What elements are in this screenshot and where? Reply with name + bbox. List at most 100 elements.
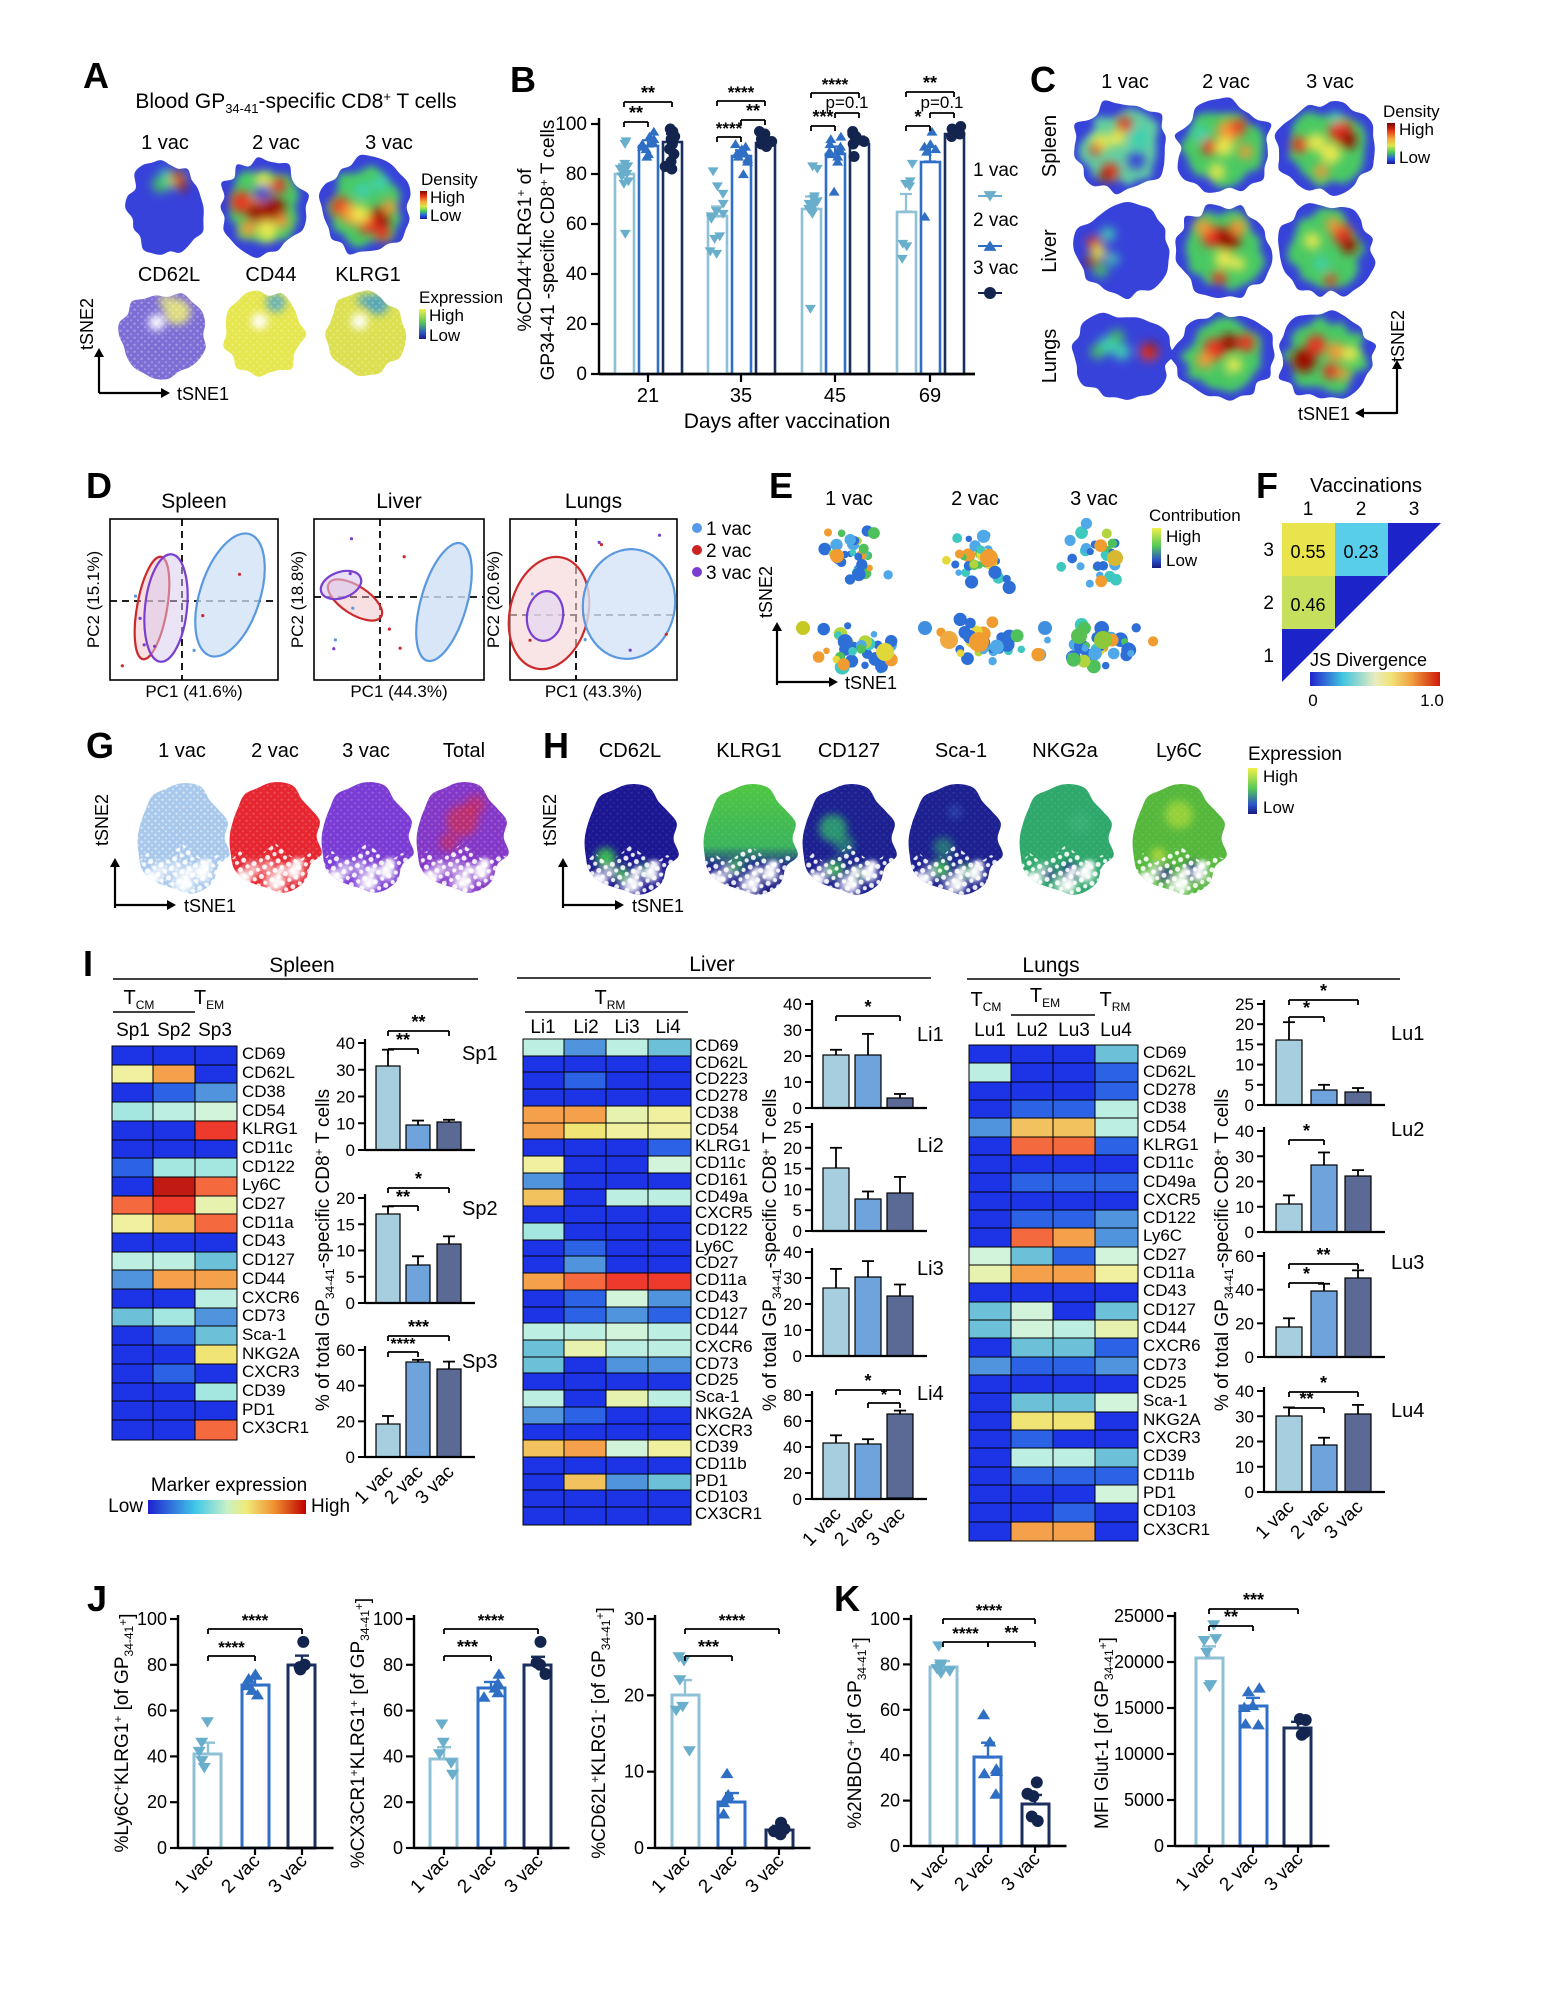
svg-text:Liver: Liver	[689, 953, 735, 976]
svg-text:0: 0	[157, 1838, 167, 1858]
svg-text:CX3CR1: CX3CR1	[1143, 1520, 1210, 1539]
svg-text:0: 0	[1245, 1096, 1254, 1115]
svg-text:CD122: CD122	[242, 1157, 295, 1176]
svg-text:High: High	[1263, 767, 1298, 786]
svg-text:Lu1: Lu1	[1391, 1023, 1424, 1045]
svg-text:CD43: CD43	[695, 1287, 738, 1306]
svg-text:CD127: CD127	[818, 740, 880, 762]
svg-text:1 vac: 1 vac	[706, 519, 751, 540]
svg-text:3 vac: 3 vac	[342, 740, 390, 762]
svg-text:Liver: Liver	[1039, 229, 1061, 273]
svg-text:40: 40	[1235, 1122, 1254, 1141]
svg-text:Li2: Li2	[917, 1135, 944, 1157]
svg-text:CD127: CD127	[242, 1250, 295, 1269]
svg-text:3 vac: 3 vac	[973, 258, 1018, 279]
svg-text:Sp3: Sp3	[198, 1020, 232, 1041]
svg-text:****: ****	[976, 1601, 1003, 1620]
svg-text:Spleen: Spleen	[161, 490, 226, 513]
svg-text:40: 40	[783, 1438, 802, 1457]
svg-text:Sca-1: Sca-1	[935, 740, 987, 762]
svg-text:High: High	[430, 188, 465, 207]
svg-text:%CD44+KLRG1+ of: %CD44+KLRG1+ of	[514, 168, 536, 332]
svg-text:Li1: Li1	[530, 1017, 555, 1038]
svg-text:*: *	[1303, 1121, 1310, 1141]
svg-text:CD44: CD44	[695, 1320, 738, 1339]
svg-text:5: 5	[346, 1268, 355, 1287]
svg-text:CD38: CD38	[242, 1082, 285, 1101]
svg-text:tSNE2: tSNE2	[1388, 310, 1408, 362]
svg-text:*: *	[1320, 1373, 1327, 1393]
svg-text:**: **	[923, 73, 937, 93]
svg-text:Li2: Li2	[573, 1017, 598, 1038]
svg-text:20: 20	[783, 1464, 802, 1483]
svg-text:2: 2	[1263, 593, 1274, 614]
svg-text:3 vac: 3 vac	[706, 563, 751, 584]
svg-text:40: 40	[336, 1377, 355, 1396]
svg-text:CD44: CD44	[242, 1269, 285, 1288]
svg-text:****: ****	[822, 75, 849, 94]
svg-text:20: 20	[783, 1139, 802, 1158]
svg-text:NKG2A: NKG2A	[695, 1404, 753, 1423]
svg-text:20: 20	[147, 1792, 167, 1812]
svg-text:Li3: Li3	[917, 1258, 944, 1280]
svg-text:CD54: CD54	[1143, 1117, 1186, 1136]
svg-text:CD11c: CD11c	[695, 1153, 746, 1172]
svg-text:E: E	[769, 465, 793, 506]
svg-text:30: 30	[336, 1061, 355, 1080]
svg-text:40: 40	[1235, 1382, 1254, 1401]
svg-text:PC2 (15.1%): PC2 (15.1%)	[84, 551, 103, 648]
svg-text:CD11b: CD11b	[695, 1454, 747, 1473]
svg-text:Sca-1: Sca-1	[1143, 1391, 1187, 1410]
svg-text:0: 0	[634, 1838, 644, 1858]
svg-text:NKG2a: NKG2a	[1032, 740, 1098, 762]
svg-text:G: G	[86, 725, 114, 766]
svg-text:A: A	[83, 55, 109, 96]
svg-text:3: 3	[1263, 540, 1274, 561]
svg-text:1 vac: 1 vac	[158, 740, 206, 762]
svg-text:**: **	[1224, 1607, 1238, 1627]
svg-text:80: 80	[147, 1655, 167, 1675]
svg-text:CD27: CD27	[695, 1253, 738, 1272]
svg-text:10000: 10000	[1114, 1744, 1164, 1764]
svg-text:K: K	[834, 1578, 860, 1619]
svg-text:CX3CR1: CX3CR1	[242, 1418, 309, 1437]
svg-text:***: ***	[457, 1637, 478, 1657]
svg-text:0.55: 0.55	[1290, 542, 1325, 562]
svg-text:High: High	[311, 1496, 350, 1517]
svg-text:CD69: CD69	[242, 1044, 285, 1063]
svg-text:CD11a: CD11a	[695, 1270, 747, 1289]
svg-text:CXCR5: CXCR5	[1143, 1190, 1201, 1209]
svg-text:CD122: CD122	[1143, 1208, 1196, 1227]
svg-text:2 vac: 2 vac	[973, 210, 1018, 231]
svg-text:Days after vaccination: Days after vaccination	[684, 410, 891, 433]
svg-text:20: 20	[880, 1791, 900, 1811]
svg-text:TEM: TEM	[194, 987, 224, 1012]
svg-text:2 vac: 2 vac	[1202, 71, 1250, 93]
svg-text:CD161: CD161	[695, 1170, 748, 1189]
svg-text:25: 25	[1235, 995, 1254, 1014]
svg-text:80: 80	[566, 164, 587, 185]
svg-text:60: 60	[880, 1700, 900, 1720]
svg-text:CD223: CD223	[695, 1069, 748, 1088]
svg-text:CD38: CD38	[695, 1103, 738, 1122]
svg-text:tSNE1: tSNE1	[184, 896, 236, 916]
svg-text:Liver: Liver	[376, 490, 422, 513]
svg-text:%Ly6C+KLRG1+ [of GP34-41+]: %Ly6C+KLRG1+ [of GP34-41+]	[111, 1613, 138, 1852]
svg-text:Sp1: Sp1	[462, 1043, 498, 1065]
svg-text:20: 20	[383, 1792, 403, 1812]
svg-text:Spleen: Spleen	[269, 954, 334, 977]
svg-text:10: 10	[624, 1762, 644, 1782]
svg-text:CD44: CD44	[245, 264, 296, 286]
svg-text:*: *	[1303, 1264, 1310, 1284]
svg-text:CXCR3: CXCR3	[242, 1362, 300, 1381]
svg-text:CD39: CD39	[242, 1381, 285, 1400]
svg-text:tSNE1: tSNE1	[177, 384, 229, 404]
svg-text:0: 0	[793, 1490, 802, 1509]
svg-text:Lu3: Lu3	[1058, 1020, 1090, 1041]
svg-text:PC1 (41.6%): PC1 (41.6%)	[145, 682, 242, 701]
svg-text:CD11a: CD11a	[1143, 1263, 1195, 1282]
svg-text:Lungs: Lungs	[1039, 329, 1061, 384]
svg-text:2: 2	[1356, 499, 1367, 520]
svg-text:10: 10	[1235, 1458, 1254, 1477]
svg-text:1: 1	[1263, 646, 1274, 667]
